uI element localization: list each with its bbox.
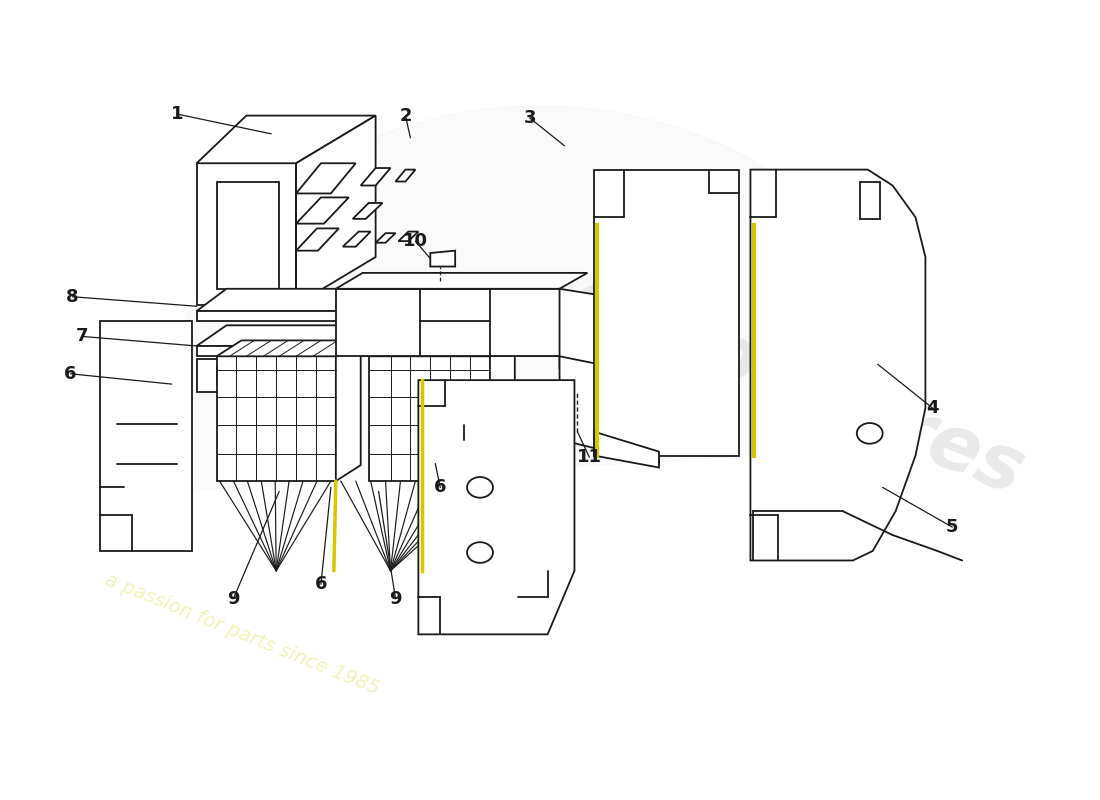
Polygon shape <box>490 289 560 356</box>
Text: 5: 5 <box>946 518 958 536</box>
Polygon shape <box>197 358 251 392</box>
Polygon shape <box>217 356 336 481</box>
Polygon shape <box>430 250 455 266</box>
Text: 6: 6 <box>315 575 327 594</box>
Text: 2: 2 <box>399 106 411 125</box>
Text: 7: 7 <box>76 327 89 346</box>
Text: 4: 4 <box>926 399 938 417</box>
Polygon shape <box>398 231 418 241</box>
Polygon shape <box>336 289 560 356</box>
Text: 9: 9 <box>228 590 240 608</box>
Polygon shape <box>100 321 191 551</box>
Polygon shape <box>418 380 574 634</box>
Polygon shape <box>296 198 349 224</box>
Polygon shape <box>368 341 515 356</box>
Polygon shape <box>336 273 587 289</box>
Text: eurospares: eurospares <box>560 262 1035 511</box>
Polygon shape <box>336 341 361 481</box>
Text: 6: 6 <box>434 478 447 496</box>
Text: a passion for parts since 1985: a passion for parts since 1985 <box>102 570 383 698</box>
Polygon shape <box>197 346 450 356</box>
Polygon shape <box>594 432 659 467</box>
Polygon shape <box>217 182 279 289</box>
Polygon shape <box>197 289 480 311</box>
Polygon shape <box>750 170 925 561</box>
Polygon shape <box>296 115 375 305</box>
Polygon shape <box>375 233 396 242</box>
Polygon shape <box>860 182 880 219</box>
Polygon shape <box>594 170 738 456</box>
Text: 10: 10 <box>403 232 428 250</box>
Polygon shape <box>197 326 480 346</box>
Polygon shape <box>217 341 361 356</box>
Polygon shape <box>560 289 659 376</box>
Text: 3: 3 <box>524 109 536 127</box>
Polygon shape <box>361 168 390 186</box>
Polygon shape <box>490 341 515 481</box>
Polygon shape <box>197 163 296 305</box>
Polygon shape <box>353 203 383 219</box>
Polygon shape <box>296 163 355 194</box>
Text: 1: 1 <box>170 105 183 123</box>
Text: 9: 9 <box>389 590 402 608</box>
Polygon shape <box>343 231 371 246</box>
Text: 6: 6 <box>64 365 77 382</box>
Polygon shape <box>368 356 490 481</box>
Polygon shape <box>396 170 416 182</box>
Text: 8: 8 <box>66 288 79 306</box>
Polygon shape <box>296 229 339 250</box>
Polygon shape <box>172 106 908 491</box>
Text: 11: 11 <box>576 448 602 466</box>
Polygon shape <box>197 115 375 163</box>
Polygon shape <box>197 311 450 321</box>
Polygon shape <box>560 356 659 463</box>
Polygon shape <box>266 358 321 392</box>
